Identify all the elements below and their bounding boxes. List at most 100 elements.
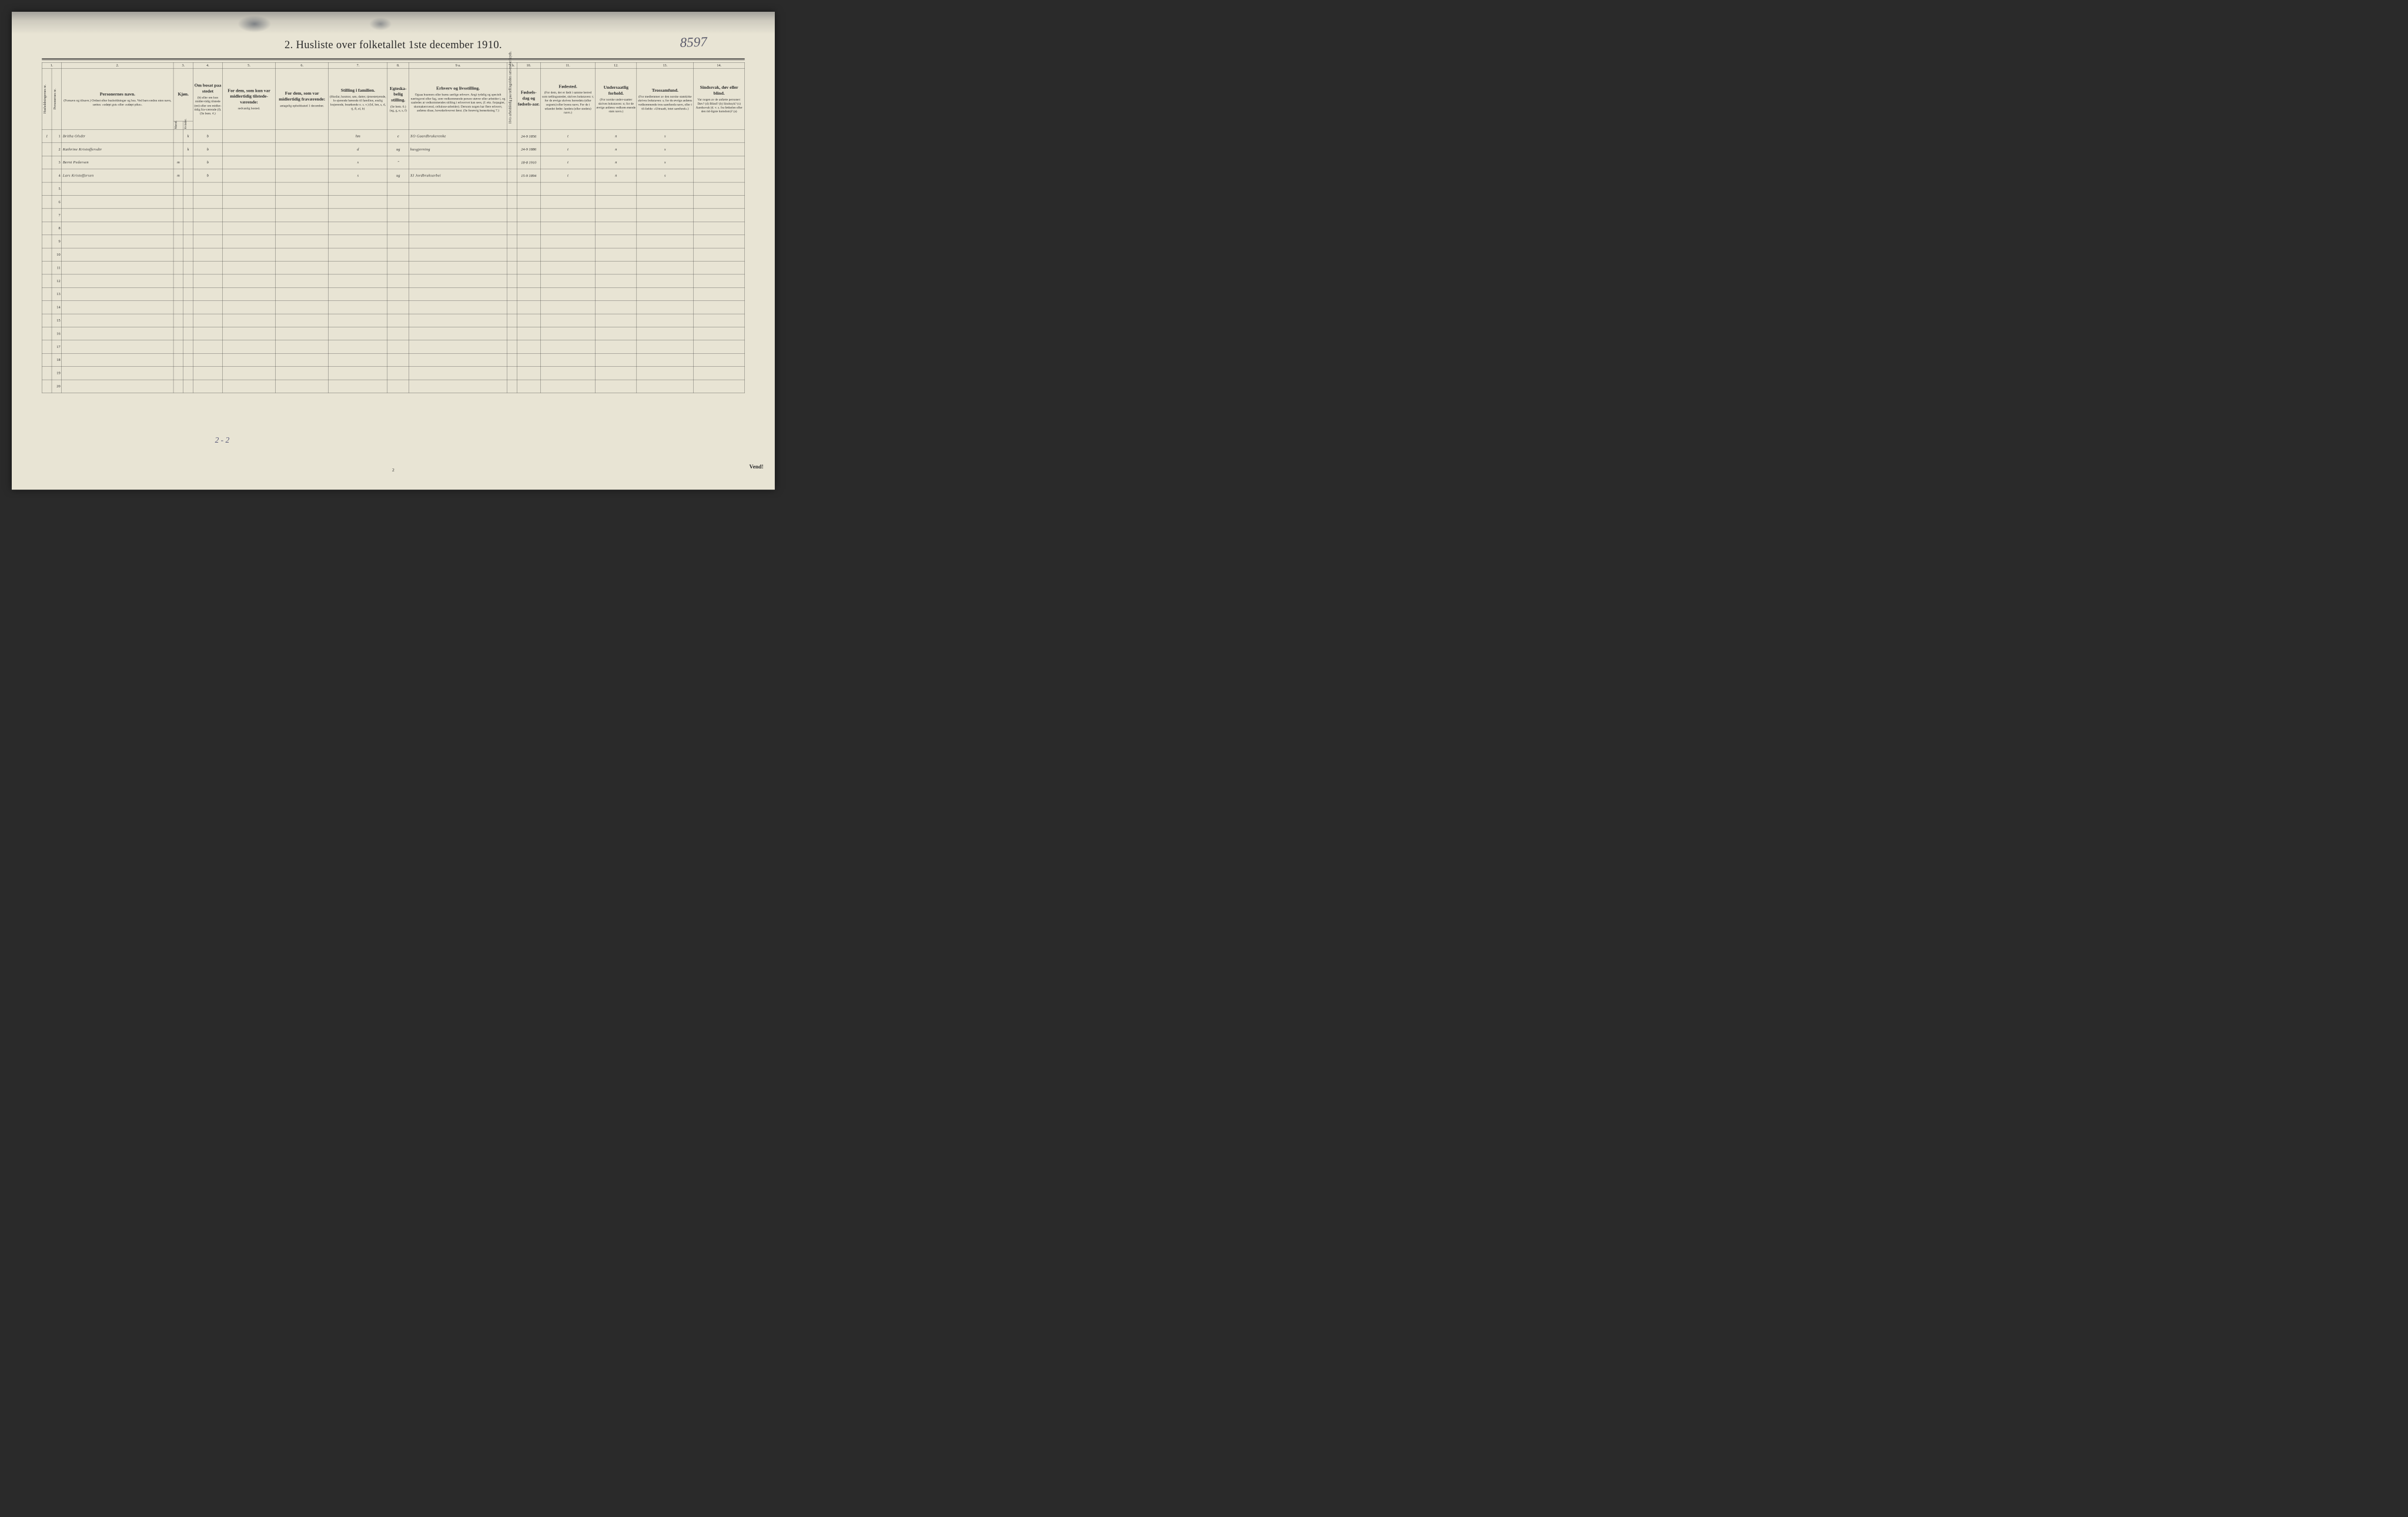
table-cell — [637, 314, 694, 327]
table-cell: b — [193, 169, 222, 182]
table-cell — [222, 248, 275, 261]
table-cell — [183, 380, 193, 393]
table-cell — [222, 182, 275, 195]
table-cell — [329, 314, 387, 327]
table-cell: e — [387, 129, 409, 142]
table-cell — [329, 209, 387, 222]
table-cell — [387, 340, 409, 353]
table-cell — [507, 209, 517, 222]
table-cell — [329, 301, 387, 314]
table-row: 3Bernt Pedersenmbs"18-8 1910tns — [42, 156, 744, 169]
table-cell — [329, 222, 387, 235]
table-cell — [409, 209, 507, 222]
table-cell — [42, 182, 52, 195]
table-cell — [276, 353, 329, 366]
table-cell — [42, 301, 52, 314]
col-header: Kjøn. — [173, 68, 193, 121]
table-row: 2Kathrine Kristoffersdtrkbdughusgjerning… — [42, 143, 744, 156]
table-cell — [42, 327, 52, 340]
table-cell — [173, 274, 183, 287]
table-cell — [42, 195, 52, 208]
table-cell — [517, 327, 540, 340]
page-number: 2 — [392, 468, 394, 473]
table-cell — [694, 129, 745, 142]
col-header: Sindssvak, døv eller blind. Var nogen av… — [694, 68, 745, 129]
table-cell — [42, 287, 52, 300]
table-cell — [540, 248, 595, 261]
table-cell — [183, 195, 193, 208]
table-cell — [409, 301, 507, 314]
col-header: Personernes navn. (Fornavn og tilnavn.) … — [62, 68, 173, 129]
table-cell — [596, 287, 637, 300]
table-cell — [507, 129, 517, 142]
table-cell: s — [637, 169, 694, 182]
col-header-num: 12. — [596, 62, 637, 68]
table-row: 20 — [42, 380, 744, 393]
table-cell — [694, 353, 745, 366]
table-cell: 8 — [52, 222, 62, 235]
col-header-num: 6. — [276, 62, 329, 68]
table-cell — [173, 129, 183, 142]
table-cell — [387, 367, 409, 380]
table-cell — [507, 195, 517, 208]
col-header: Husholdningernes nr. — [42, 68, 52, 129]
table-cell — [387, 327, 409, 340]
table-cell — [62, 301, 173, 314]
table-cell — [193, 367, 222, 380]
table-cell — [517, 353, 540, 366]
table-cell — [193, 182, 222, 195]
col-header-num: 2. — [62, 62, 173, 68]
table-cell — [387, 261, 409, 274]
table-cell — [276, 143, 329, 156]
col-header: Egteska-belig stilling. (Se bem. 6.) (ug… — [387, 68, 409, 129]
bottom-annotation: 2 - 2 — [215, 436, 230, 444]
table-cell — [329, 380, 387, 393]
table-cell — [222, 261, 275, 274]
table-cell — [276, 274, 329, 287]
table-cell — [173, 367, 183, 380]
table-cell — [193, 301, 222, 314]
table-cell: t — [540, 156, 595, 169]
table-cell — [222, 353, 275, 366]
table-cell — [193, 222, 222, 235]
table-cell — [540, 301, 595, 314]
table-cell — [222, 129, 275, 142]
table-cell — [387, 209, 409, 222]
table-cell — [540, 327, 595, 340]
table-cell — [387, 353, 409, 366]
table-cell — [42, 169, 52, 182]
table-cell — [183, 235, 193, 248]
table-cell — [62, 367, 173, 380]
census-table: 1. 2. 3. 4. 5. 6. 7. 8. 9 a. 9 b. 10. 11… — [42, 62, 745, 393]
table-cell — [329, 367, 387, 380]
col-header: Undersaatlig forhold. (For norske under-… — [596, 68, 637, 129]
table-cell — [507, 327, 517, 340]
table-cell: b — [193, 143, 222, 156]
table-cell — [329, 287, 387, 300]
table-cell: s — [637, 156, 694, 169]
table-cell: Bernt Pedersen — [62, 156, 173, 169]
table-cell — [694, 367, 745, 380]
table-cell — [596, 274, 637, 287]
table-cell — [507, 261, 517, 274]
table-cell — [409, 182, 507, 195]
table-cell — [596, 222, 637, 235]
table-cell — [637, 367, 694, 380]
table-cell — [540, 274, 595, 287]
table-cell — [540, 287, 595, 300]
table-cell — [173, 314, 183, 327]
table-cell — [173, 182, 183, 195]
table-row: 4Lars KristoffersenmbsugXI Jordbruksarbe… — [42, 169, 744, 182]
table-cell — [637, 274, 694, 287]
table-cell — [694, 195, 745, 208]
table-cell — [507, 380, 517, 393]
table-cell — [507, 248, 517, 261]
table-cell: hm — [329, 129, 387, 142]
table-cell — [596, 195, 637, 208]
table-cell — [276, 287, 329, 300]
table-cell: s — [329, 169, 387, 182]
col-header-num: 4. — [193, 62, 222, 68]
table-cell: Kathrine Kristoffersdtr — [62, 143, 173, 156]
table-cell: XO Gaardbrukerenke — [409, 129, 507, 142]
table-cell: t — [540, 129, 595, 142]
